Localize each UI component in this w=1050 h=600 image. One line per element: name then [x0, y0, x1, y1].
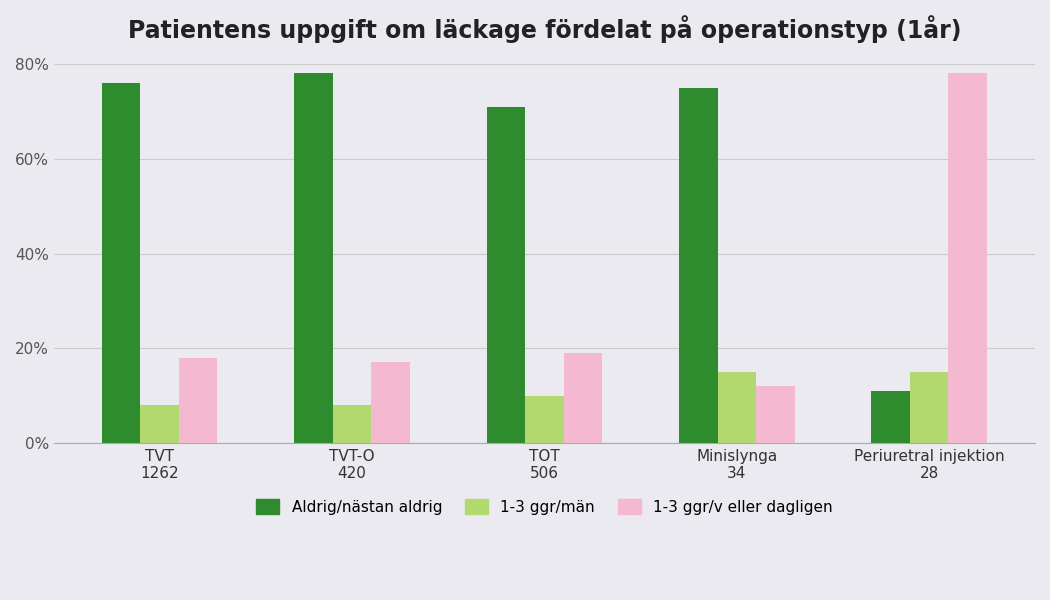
- Bar: [102, 83, 141, 443]
- Legend: Aldrig/nästan aldrig, 1-3 ggr/män, 1-3 ggr/v eller dagligen: Aldrig/nästan aldrig, 1-3 ggr/män, 1-3 g…: [250, 493, 839, 521]
- Bar: [178, 358, 217, 443]
- Bar: [910, 372, 948, 443]
- Bar: [717, 372, 756, 443]
- Bar: [564, 353, 602, 443]
- Bar: [294, 73, 333, 443]
- Bar: [141, 405, 179, 443]
- Bar: [333, 405, 372, 443]
- Bar: [525, 395, 564, 443]
- Bar: [372, 362, 410, 443]
- Bar: [872, 391, 910, 443]
- Bar: [948, 73, 987, 443]
- Bar: [487, 107, 525, 443]
- Bar: [756, 386, 795, 443]
- Title: Patientens uppgift om läckage fördelat på operationstyp (1år): Patientens uppgift om läckage fördelat p…: [128, 15, 961, 43]
- Bar: [679, 88, 717, 443]
